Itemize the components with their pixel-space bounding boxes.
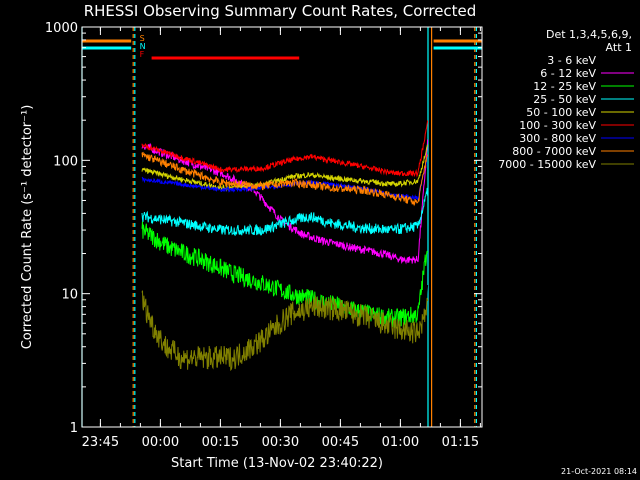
y-tick-label-3: 1000 (45, 21, 78, 36)
legend-header-attenuator: Att 1 (606, 41, 632, 54)
flag-label-n: N (140, 42, 146, 51)
legend-label-2: 12 - 25 keV (533, 80, 596, 93)
x-tick-label-1: 00:00 (142, 435, 179, 450)
x-tick-label-6: 01:15 (442, 435, 479, 450)
x-tick-label-4: 00:45 (322, 435, 359, 450)
flag-label-f: F (140, 50, 145, 59)
legend-label-4: 50 - 100 keV (526, 106, 596, 119)
legend-label-7: 800 - 7000 keV (512, 145, 596, 158)
series-line-5 (141, 120, 429, 178)
y-axis-ticks: 1 10 100 1000 (45, 21, 482, 436)
x-tick-label-0: 23:45 (82, 435, 119, 450)
x-axis-label: Start Time (13-Nov-02 23:40:22) (171, 456, 383, 471)
footer-date: 21-Oct-2021 08:14 (561, 467, 637, 476)
legend-label-3: 25 - 50 keV (533, 93, 596, 106)
legend-label-0: 3 - 6 keV (547, 54, 596, 67)
series-line-2 (141, 221, 429, 328)
x-tick-label-2: 00:15 (202, 435, 239, 450)
y-tick-label-1: 10 (61, 288, 78, 303)
x-tick-label-3: 00:30 (262, 435, 299, 450)
series-line-7 (141, 151, 429, 207)
x-tick-label-5: 01:00 (382, 435, 419, 450)
x-axis-ticks: 23:45 00:00 00:15 00:30 00:45 01:00 01:15 (82, 27, 481, 450)
legend-header-detectors: Det 1,3,4,5,6,9, (546, 28, 632, 41)
legend-label-1: 6 - 12 keV (540, 67, 596, 80)
plot-frame (81, 26, 483, 428)
y-tick-label-2: 100 (53, 154, 78, 169)
flag-markers: SNF (82, 34, 482, 60)
series-group (141, 120, 429, 384)
series-line-3 (141, 187, 429, 237)
chart-title: RHESSI Observing Summary Count Rates, Co… (84, 2, 477, 20)
series-line-4 (141, 144, 429, 192)
series-line-8 (141, 290, 429, 372)
legend-label-8: 7000 - 15000 keV (498, 158, 596, 171)
legend-label-6: 300 - 800 keV (519, 132, 596, 145)
y-tick-label-0: 1 (70, 421, 78, 436)
legend-label-5: 100 - 300 keV (519, 119, 596, 132)
flag-label-s: S (140, 34, 145, 43)
y-axis-label: Corrected Count Rate (s⁻¹ detector⁻¹) (20, 105, 35, 350)
